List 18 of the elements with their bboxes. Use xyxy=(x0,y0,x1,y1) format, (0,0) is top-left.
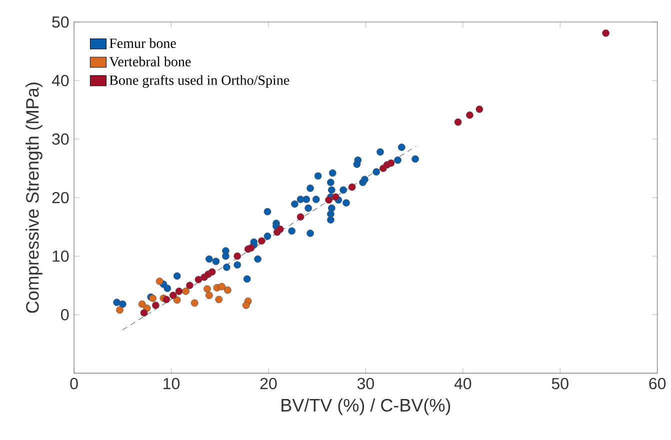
x-tick-label: 20 xyxy=(260,378,277,390)
y-tick-label: 0 xyxy=(61,308,69,320)
y-tick-label: 50 xyxy=(52,16,69,28)
y-tick-label: 30 xyxy=(52,133,69,145)
x-tick-label: 50 xyxy=(552,378,568,390)
legend-label: Femur bone xyxy=(110,38,176,48)
y-axis-title: Compressive Strength (MPa) xyxy=(26,82,42,313)
y-tick-label: 10 xyxy=(52,250,69,262)
x-axis-title: BV/TV (%) / C-BV(%) xyxy=(282,398,450,416)
legend-label: Vertebral bone xyxy=(109,56,191,66)
x-tick-label: 10 xyxy=(164,378,180,390)
x-tick-label: 0 xyxy=(70,378,78,390)
x-tick-label: 40 xyxy=(454,378,472,390)
x-tick-label: 60 xyxy=(649,378,666,390)
legend-label: Bone grafts used in Ortho/Spine xyxy=(110,74,290,88)
y-tick-label: 40 xyxy=(52,74,69,86)
x-tick-label: 30 xyxy=(357,378,374,390)
y-tick-label: 20 xyxy=(52,192,69,204)
